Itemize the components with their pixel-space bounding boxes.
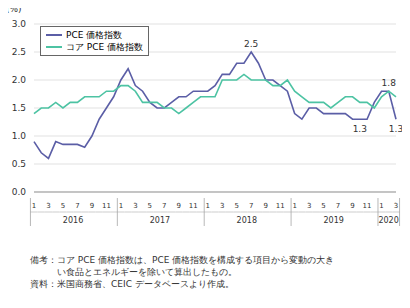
svg-text:2016: 2016 bbox=[63, 216, 83, 225]
svg-text:3: 3 bbox=[307, 202, 311, 210]
svg-text:0.5: 0.5 bbox=[12, 159, 26, 169]
svg-text:9: 9 bbox=[90, 202, 94, 210]
svg-text:9: 9 bbox=[350, 202, 354, 210]
html-text:備考：コア PCE 価格指数は、PCE 価格指数を構成する項: 備考：コア PCE 価格指数は、PCE 価格指数を構成する項目から変動の大き bbox=[30, 255, 335, 265]
html-text:資料：米国商務省、CEIC データベースより作成。: 資料：米国商務省、CEIC データベースより作成。 bbox=[30, 279, 234, 289]
svg-text:3: 3 bbox=[46, 202, 50, 210]
svg-text:2020: 2020 bbox=[378, 216, 398, 225]
svg-text:2018: 2018 bbox=[237, 216, 257, 225]
svg-text:7: 7 bbox=[75, 202, 79, 210]
svg-text:11: 11 bbox=[276, 202, 285, 210]
svg-text:1: 1 bbox=[119, 202, 123, 210]
svg-text:1.5: 1.5 bbox=[12, 103, 26, 113]
svg-text:1: 1 bbox=[292, 202, 296, 210]
svg-text:3.0: 3.0 bbox=[12, 19, 27, 29]
svg-text:2.5: 2.5 bbox=[244, 39, 258, 49]
svg-text:5: 5 bbox=[321, 202, 325, 210]
svg-text:5: 5 bbox=[148, 202, 152, 210]
svg-text:11: 11 bbox=[102, 202, 111, 210]
svg-text:3: 3 bbox=[394, 202, 398, 210]
svg-text:5: 5 bbox=[234, 202, 238, 210]
html-text:コア PCE 価格指数: コア PCE 価格指数 bbox=[66, 42, 144, 52]
svg-text:1.3: 1.3 bbox=[353, 124, 367, 134]
svg-text:9: 9 bbox=[177, 202, 181, 210]
svg-text:0.0: 0.0 bbox=[12, 187, 27, 197]
svg-text:3: 3 bbox=[220, 202, 224, 210]
svg-text:3: 3 bbox=[133, 202, 137, 210]
svg-text:11: 11 bbox=[189, 202, 198, 210]
svg-text:1.8: 1.8 bbox=[382, 78, 397, 88]
svg-text:1.0: 1.0 bbox=[12, 131, 27, 141]
svg-text:7: 7 bbox=[336, 202, 340, 210]
svg-text:1: 1 bbox=[206, 202, 210, 210]
svg-text:7: 7 bbox=[249, 202, 253, 210]
svg-text:5: 5 bbox=[61, 202, 65, 210]
html-text:PCE 価格指数: PCE 価格指数 bbox=[66, 30, 123, 40]
svg-text:2019: 2019 bbox=[323, 216, 343, 225]
svg-text:2.5: 2.5 bbox=[12, 47, 26, 57]
svg-text:2.0: 2.0 bbox=[12, 75, 27, 85]
svg-text:9: 9 bbox=[263, 202, 267, 210]
svg-text:1: 1 bbox=[379, 202, 383, 210]
svg-text:2017: 2017 bbox=[150, 216, 170, 225]
svg-text:1: 1 bbox=[32, 202, 36, 210]
html-text:い食品とエネルギーを除いて算出したもの。: い食品とエネルギーを除いて算出したもの。 bbox=[57, 267, 237, 277]
svg-text:7: 7 bbox=[162, 202, 166, 210]
svg-text:1.3: 1.3 bbox=[389, 124, 402, 134]
svg-text:11: 11 bbox=[363, 202, 372, 210]
